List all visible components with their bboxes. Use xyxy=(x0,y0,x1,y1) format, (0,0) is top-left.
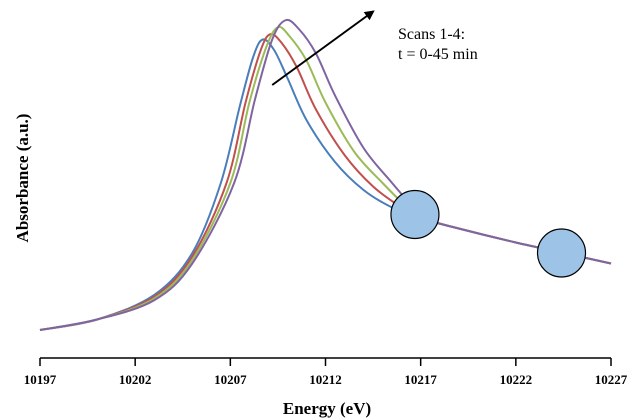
scan-2-line xyxy=(39,33,612,331)
x-axis-ticks: 10197 10202 10207 10212 10217 10222 10227 xyxy=(24,358,628,387)
x-tick-label: 10217 xyxy=(404,372,437,387)
isosbestic-markers xyxy=(390,189,587,278)
x-tick-label: 10212 xyxy=(309,372,342,387)
scan-progression-arrow xyxy=(271,10,375,86)
annotation-line-2: t = 0-45 min xyxy=(398,46,478,63)
isosbestic-point-2 xyxy=(536,228,587,278)
x-tick-label: 10227 xyxy=(595,372,628,387)
series-layer xyxy=(39,18,612,331)
x-axis-title: Energy (eV) xyxy=(283,399,371,418)
scan-1-line xyxy=(39,38,612,331)
scan-4-line xyxy=(39,18,612,331)
annotation-line-1: Scans 1-4: xyxy=(398,26,465,43)
x-tick-label: 10222 xyxy=(500,372,533,387)
x-tick-label: 10207 xyxy=(214,372,247,387)
isosbestic-point-1 xyxy=(390,189,440,240)
x-tick-label: 10202 xyxy=(119,372,152,387)
y-axis-title: Absorbance (a.u.) xyxy=(13,114,32,243)
x-tick-label: 10197 xyxy=(24,372,57,387)
